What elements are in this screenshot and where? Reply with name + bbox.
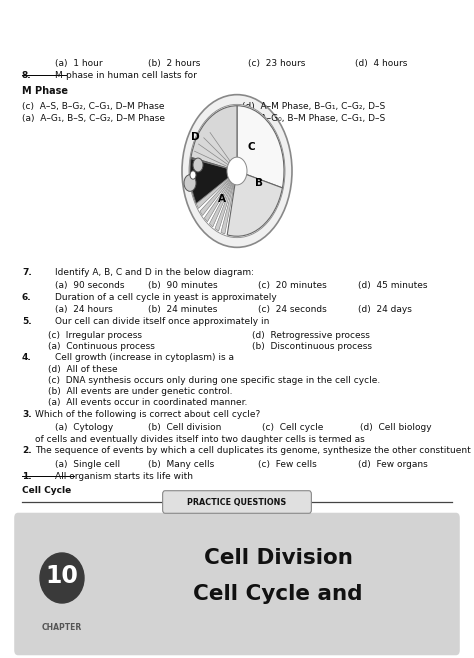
Ellipse shape	[40, 553, 84, 603]
Text: (a)  A–G₁, B–S, C–G₂, D–M Phase: (a) A–G₁, B–S, C–G₂, D–M Phase	[22, 114, 165, 123]
Text: B: B	[255, 178, 263, 188]
Text: of cells and eventually divides itself into two daughter cells is termed as: of cells and eventually divides itself i…	[35, 435, 365, 444]
Text: (c)  Irregular process: (c) Irregular process	[48, 331, 142, 340]
Text: (c)  Few cells: (c) Few cells	[258, 460, 317, 469]
Text: M Phase: M Phase	[22, 86, 68, 96]
Text: 4.: 4.	[22, 353, 32, 362]
Text: (d)  24 days: (d) 24 days	[358, 305, 412, 314]
Text: (d)  45 minutes: (d) 45 minutes	[358, 281, 428, 290]
Text: Our cell can divide itself once approximately in: Our cell can divide itself once approxim…	[55, 317, 269, 326]
Text: 8.: 8.	[22, 71, 32, 80]
Wedge shape	[204, 171, 237, 222]
Text: Duration of a cell cycle in yeast is approximately: Duration of a cell cycle in yeast is app…	[55, 293, 277, 302]
Text: A: A	[218, 194, 226, 204]
Text: Identify A, B, C and D in the below diagram:: Identify A, B, C and D in the below diag…	[55, 268, 254, 277]
Text: Cell growth (increase in cytoplasm) is a: Cell growth (increase in cytoplasm) is a	[55, 353, 234, 362]
Circle shape	[189, 105, 285, 238]
Text: (d)  Retrogressive process: (d) Retrogressive process	[252, 331, 370, 340]
Text: (a)  All events occur in coordinated manner.: (a) All events occur in coordinated mann…	[48, 398, 247, 407]
Wedge shape	[215, 171, 237, 231]
Text: (d)  All of these: (d) All of these	[48, 365, 118, 374]
Text: (b)  Cell division: (b) Cell division	[148, 423, 221, 432]
Text: (c)  Cell cycle: (c) Cell cycle	[262, 423, 323, 432]
Text: M-phase in human cell lasts for: M-phase in human cell lasts for	[55, 71, 197, 80]
Text: (a)  Continuous process: (a) Continuous process	[48, 342, 155, 351]
FancyBboxPatch shape	[14, 513, 460, 655]
Text: (c)  23 hours: (c) 23 hours	[248, 59, 305, 68]
Circle shape	[190, 171, 196, 179]
Text: (b)  Discontinuous process: (b) Discontinuous process	[252, 342, 372, 351]
Text: 7.: 7.	[22, 268, 32, 277]
Text: (b)  24 minutes: (b) 24 minutes	[148, 305, 218, 314]
Text: 3.: 3.	[22, 410, 32, 419]
Text: 6.: 6.	[22, 293, 32, 302]
Text: (d)  Few organs: (d) Few organs	[358, 460, 428, 469]
Text: All organism starts its life with: All organism starts its life with	[55, 472, 193, 481]
Wedge shape	[200, 171, 237, 216]
Wedge shape	[237, 106, 284, 188]
Text: (b)  90 minutes: (b) 90 minutes	[148, 281, 218, 290]
Text: C: C	[247, 142, 255, 152]
Text: The sequence of events by which a cell duplicates its genome, synthesize the oth: The sequence of events by which a cell d…	[35, 446, 471, 455]
Text: (a)  24 hours: (a) 24 hours	[55, 305, 113, 314]
Text: CHAPTER: CHAPTER	[42, 624, 82, 632]
Text: D: D	[191, 132, 199, 142]
Text: (c)  DNA synthesis occurs only during one specific stage in the cell cycle.: (c) DNA synthesis occurs only during one…	[48, 376, 380, 385]
Text: (a)  Cytology: (a) Cytology	[55, 423, 113, 432]
Text: (b)  A–G₀, B–M Phase, C–G₁, D–S: (b) A–G₀, B–M Phase, C–G₁, D–S	[242, 114, 385, 123]
Text: 1.: 1.	[22, 472, 32, 481]
Text: (c)  A–S, B–G₂, C–G₁, D–M Phase: (c) A–S, B–G₂, C–G₁, D–M Phase	[22, 102, 164, 111]
Circle shape	[184, 174, 196, 191]
Text: (b)  Many cells: (b) Many cells	[148, 460, 214, 469]
Text: (b)  All events are under genetic control.: (b) All events are under genetic control…	[48, 387, 233, 396]
Text: (d)  4 hours: (d) 4 hours	[355, 59, 407, 68]
Text: 10: 10	[46, 564, 78, 588]
FancyBboxPatch shape	[163, 491, 311, 513]
Text: Cell Cycle and: Cell Cycle and	[193, 584, 363, 604]
Wedge shape	[190, 157, 237, 203]
Text: 2.: 2.	[22, 446, 32, 455]
Text: (b)  2 hours: (b) 2 hours	[148, 59, 201, 68]
Wedge shape	[227, 171, 283, 236]
Wedge shape	[191, 106, 237, 171]
Circle shape	[193, 158, 203, 172]
Wedge shape	[221, 171, 237, 234]
Text: (d)  A–M Phase, B–G₁, C–G₂, D–S: (d) A–M Phase, B–G₁, C–G₂, D–S	[242, 102, 385, 111]
Text: Which of the following is correct about cell cycle?: Which of the following is correct about …	[35, 410, 260, 419]
Wedge shape	[210, 171, 237, 227]
Text: (c)  20 minutes: (c) 20 minutes	[258, 281, 327, 290]
Text: PRACTICE QUESTIONS: PRACTICE QUESTIONS	[187, 497, 287, 507]
Wedge shape	[196, 171, 237, 209]
Text: (a)  1 hour: (a) 1 hour	[55, 59, 103, 68]
Circle shape	[182, 95, 292, 247]
Text: Cell Cycle: Cell Cycle	[22, 486, 71, 495]
Circle shape	[227, 157, 247, 185]
Text: (a)  90 seconds: (a) 90 seconds	[55, 281, 125, 290]
Text: (c)  24 seconds: (c) 24 seconds	[258, 305, 327, 314]
Text: Cell Division: Cell Division	[203, 548, 353, 568]
Text: (a)  Single cell: (a) Single cell	[55, 460, 120, 469]
Text: 5.: 5.	[22, 317, 32, 326]
Text: (d)  Cell biology: (d) Cell biology	[360, 423, 432, 432]
